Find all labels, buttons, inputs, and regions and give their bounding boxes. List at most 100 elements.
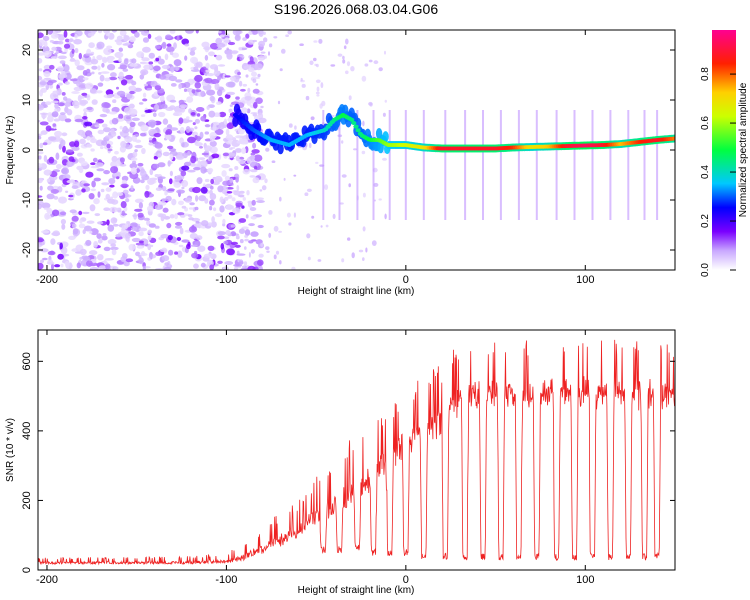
spectrogram-noise-blob — [273, 36, 278, 39]
spectrogram-noise-blob — [116, 40, 123, 46]
spectrogram-noise-blob — [193, 66, 199, 71]
spectrogram-noise-blob — [249, 175, 256, 178]
spectrogram-noise-blob — [193, 263, 199, 269]
spectrogram-noise-blob — [246, 169, 251, 172]
spectrogram-noise-blob — [58, 196, 67, 204]
spectrogram-noise-blob — [53, 118, 61, 122]
spectrogram-noise-blob — [254, 165, 258, 171]
spectrogram-noise-blob — [294, 125, 297, 130]
spectrogram-noise-blob — [120, 79, 128, 86]
spectrogram-noise-blob — [245, 74, 249, 78]
spectrogram-noise-blob — [111, 117, 119, 125]
spectrogram-noise-blob — [38, 58, 43, 64]
spectrogram-streak — [322, 110, 325, 220]
spectrogram-noise-blob — [57, 253, 64, 260]
spectrogram-noise-blob — [195, 220, 200, 224]
spectrogram-noise-blob — [313, 57, 317, 62]
spectrogram-noise-blob — [138, 240, 144, 244]
spectrogram-noise-blob — [125, 198, 130, 203]
spectrogram-noise-blob — [38, 238, 45, 243]
spectrogram-noise-blob — [235, 202, 243, 207]
spectrogram-noise-blob — [341, 174, 347, 178]
spectrogram-noise-blob — [224, 93, 231, 99]
spectrogram-noise-blob — [195, 61, 203, 68]
spectrogram-noise-blob — [315, 91, 320, 95]
spectrogram-noise-blob — [86, 106, 93, 111]
spectrogram-noise-blob — [155, 251, 162, 256]
spectrogram-noise-blob — [219, 121, 225, 130]
spectrogram-noise-blob — [279, 196, 282, 202]
spectrogram-noise-blob — [92, 157, 98, 163]
spectrogram-noise-blob — [42, 35, 50, 42]
spectrogram-noise-blob — [190, 56, 198, 64]
spectrogram-noise-blob — [245, 33, 250, 39]
spectrogram-noise-blob — [125, 258, 134, 263]
spectrogram-noise-blob — [268, 43, 273, 48]
spectrogram-noise-blob — [163, 266, 172, 270]
spectrogram-noise-blob — [230, 224, 236, 228]
spectrogram-noise-blob — [301, 83, 306, 88]
spectrogram-noise-blob — [191, 89, 196, 94]
spectrogram-noise-blob — [183, 88, 188, 92]
spectrogram-noise-blob — [209, 42, 219, 50]
spectrogram-noise-blob — [61, 132, 68, 137]
spectrogram-noise-blob — [169, 105, 176, 110]
spectrogram-noise-blob — [258, 40, 266, 47]
spectrogram-noise-blob — [38, 203, 43, 210]
spectrogram-noise-blob — [230, 241, 238, 245]
spectrogram-noise-blob — [226, 47, 229, 51]
spectrogram-noise-blob — [180, 214, 186, 218]
spectrogram-noise-blob — [239, 135, 247, 139]
spectrogram-noise-blob — [96, 233, 102, 240]
spectrogram-noise-blob — [66, 149, 74, 153]
spectrogram-noise-blob — [200, 90, 206, 98]
spectrogram-noise-blob — [129, 36, 136, 43]
spectrogram-noise-blob — [212, 124, 217, 132]
spectrogram-noise-blob — [209, 199, 215, 206]
spectrogram-noise-blob — [110, 161, 118, 168]
spectrogram-noise-blob — [191, 252, 199, 259]
spectrogram-noise-blob — [147, 243, 152, 251]
spectrogram-noise-blob — [47, 30, 53, 35]
spectrogram-noise-blob — [128, 108, 138, 116]
spectrogram-noise-blob — [174, 225, 183, 229]
spectrogram-noise-blob — [87, 32, 95, 37]
spectrogram-noise-blob — [330, 64, 336, 67]
spectrogram-noise-blob — [257, 73, 261, 78]
spectrogram-noise-blob — [235, 148, 242, 153]
spectrogram-noise-blob — [79, 182, 84, 187]
spectrogram-noise-blob — [82, 211, 90, 215]
spectrogram-noise-blob — [207, 222, 213, 227]
spectrogram-noise-blob — [69, 58, 77, 62]
spectrogram-noise-blob — [89, 134, 93, 138]
spectrogram-noise-blob — [194, 126, 198, 130]
spectrogram-noise-blob — [170, 83, 177, 87]
spectrogram-noise-blob — [60, 218, 66, 225]
spectrogram-noise-blob — [38, 195, 43, 198]
spectrogram-noise-blob — [88, 42, 95, 49]
spectrogram-streak — [338, 110, 341, 220]
spectrogram-noise-blob — [192, 186, 201, 194]
spectrogram-noise-blob — [39, 185, 43, 191]
spectrogram-noise-blob — [384, 99, 387, 103]
spectrogram-xtick-label: -200 — [36, 274, 58, 286]
spectrogram-noise-blob — [181, 180, 189, 188]
spectrogram-noise-blob — [181, 205, 187, 209]
spectrogram-noise-blob — [227, 152, 236, 157]
spectrogram-noise-blob — [241, 147, 247, 154]
spectrogram-noise-blob — [90, 148, 95, 152]
spectrogram-noise-blob — [316, 94, 320, 97]
spectrogram-noise-blob — [109, 246, 119, 251]
spectrogram-noise-blob — [181, 239, 190, 243]
spectrogram-noise-blob — [310, 116, 315, 121]
spectrogram-noise-blob — [147, 178, 155, 185]
colorbar-tick-label: 0.0 — [700, 263, 711, 277]
spectrogram-noise-blob — [240, 88, 246, 92]
spectrogram-noise-blob — [185, 30, 194, 34]
spectrogram-noise-blob — [169, 170, 173, 177]
spectrogram-noise-blob — [193, 222, 201, 228]
spectrogram-noise-blob — [46, 261, 55, 265]
spectrogram-noise-blob — [215, 54, 223, 61]
spectrogram-noise-blob — [199, 146, 203, 149]
spectrogram-noise-blob — [233, 264, 243, 267]
